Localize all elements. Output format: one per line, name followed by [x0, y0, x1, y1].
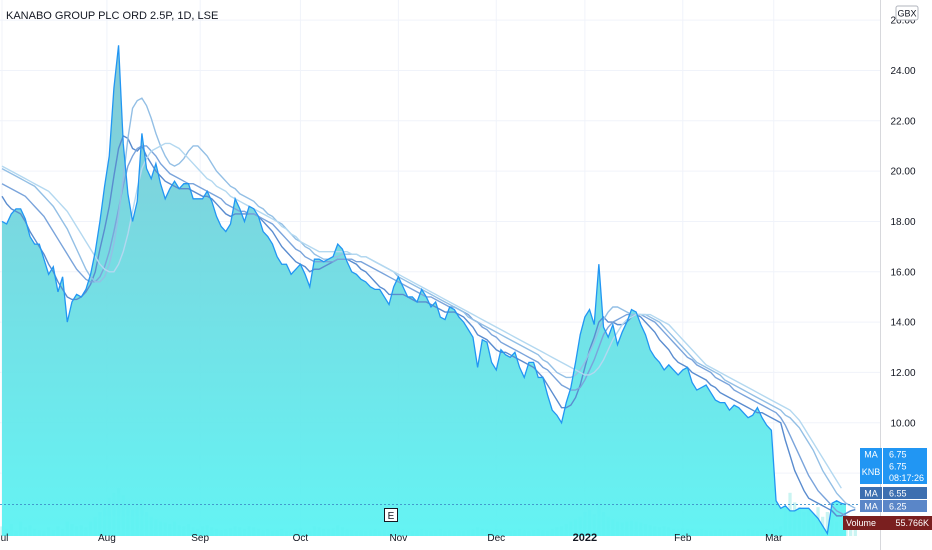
x-tick-label: Nov [389, 533, 407, 544]
tag-label-bg [860, 487, 882, 499]
price-area-fill [2, 45, 846, 537]
price-tag-ma[interactable]: MA 6.55 [860, 487, 927, 499]
y-tick-label: 14.00 [890, 318, 915, 329]
y-tick-label: 12.00 [890, 368, 915, 379]
tag-label-bg [860, 500, 882, 512]
tag-value-bg [883, 487, 927, 499]
earnings-marker-label: E [388, 511, 395, 522]
price-tag-volume[interactable]: Volume 55.766K [843, 516, 932, 530]
price-series [1, 45, 847, 536]
symbol-title: KANABO GROUP PLC ORD 2.5P, 1D, LSE [6, 10, 218, 22]
y-tick-label: 24.00 [890, 66, 915, 77]
ma-line-4 [1, 142, 842, 489]
currency-button[interactable]: GBX [895, 5, 919, 21]
tag-countdown: 08:17:26 [889, 473, 924, 483]
tag-value: 6.75 [889, 462, 907, 472]
ma-line-3 [1, 97, 856, 509]
earnings-marker-box [384, 508, 398, 522]
x-tick-label: Dec [487, 533, 505, 544]
tag-label-bg [860, 448, 882, 460]
earnings-marker[interactable]: E [384, 508, 398, 523]
price-tag-ma[interactable]: MA 6.75 [860, 448, 927, 460]
volume-tag-label: Volume [846, 518, 876, 528]
x-tick-label: Feb [674, 533, 692, 544]
tag-value: 6.75 [889, 450, 907, 460]
tag-label-bg [860, 460, 882, 484]
y-tick-label: 18.00 [890, 217, 915, 228]
tag-value-bg [883, 500, 927, 512]
y-tick-label: 16.00 [890, 267, 915, 278]
currency-label: GBX [897, 9, 916, 19]
x-tick-label: Aug [98, 533, 116, 544]
volume-bar [853, 526, 857, 536]
y-tick-label: 20.00 [890, 167, 915, 178]
y-tick-label: 10.00 [890, 418, 915, 429]
price-tag-ma[interactable]: MA 6.25 [860, 500, 927, 512]
x-tick-label: 2022 [573, 532, 597, 544]
tag-label: KNB [862, 467, 881, 477]
x-tick-label: Jul [0, 533, 8, 544]
volume-bar [825, 512, 829, 536]
y-tick-label: 26.00 [890, 16, 915, 27]
x-tick-label: Sep [191, 533, 209, 544]
tag-value: 6.55 [889, 489, 907, 499]
tag-value: 6.25 [889, 502, 907, 512]
tag-label: MA [864, 502, 878, 512]
price-line [1, 45, 847, 536]
x-tick-label: Oct [293, 533, 309, 544]
x-tick-label: Mar [765, 533, 783, 544]
tag-value-bg [883, 448, 927, 460]
tag-label: MA [864, 489, 878, 499]
volume-tag-bg [843, 516, 932, 530]
price-area [2, 45, 846, 537]
volume-tag-value: 55.766K [895, 518, 929, 528]
tag-label: MA [864, 450, 878, 460]
time-axis[interactable]: Jul Aug Sep Oct Nov Dec 2022 Feb Mar [0, 532, 783, 544]
y-tick-label: 22.00 [890, 116, 915, 127]
tag-value-bg [883, 460, 927, 484]
